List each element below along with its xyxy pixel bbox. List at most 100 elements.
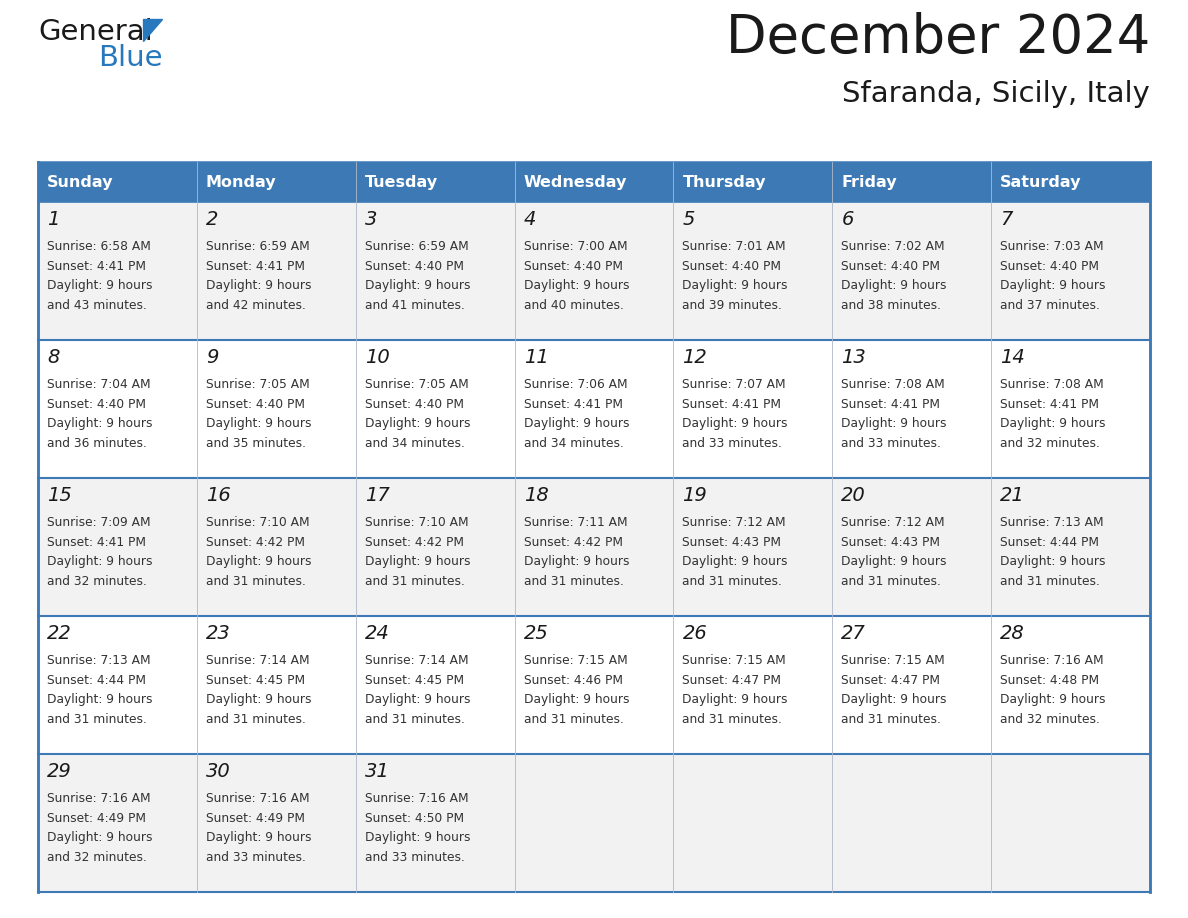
Text: and 31 minutes.: and 31 minutes.	[682, 713, 783, 726]
Text: 21: 21	[1000, 486, 1025, 505]
Text: Sunset: 4:42 PM: Sunset: 4:42 PM	[206, 536, 305, 549]
Text: and 32 minutes.: and 32 minutes.	[1000, 713, 1100, 726]
Text: Daylight: 9 hours: Daylight: 9 hours	[1000, 693, 1106, 707]
Bar	[38, 340, 1150, 478]
Text: and 31 minutes.: and 31 minutes.	[841, 575, 941, 588]
Text: Sunset: 4:43 PM: Sunset: 4:43 PM	[682, 536, 782, 549]
Text: and 32 minutes.: and 32 minutes.	[1000, 437, 1100, 450]
Text: and 33 minutes.: and 33 minutes.	[206, 851, 305, 864]
Text: Sunset: 4:47 PM: Sunset: 4:47 PM	[682, 674, 782, 687]
Text: Sunset: 4:49 PM: Sunset: 4:49 PM	[48, 812, 146, 825]
Text: Sunset: 4:44 PM: Sunset: 4:44 PM	[1000, 536, 1099, 549]
Text: Daylight: 9 hours: Daylight: 9 hours	[682, 418, 788, 431]
Text: Daylight: 9 hours: Daylight: 9 hours	[1000, 418, 1106, 431]
Text: and 32 minutes.: and 32 minutes.	[48, 851, 147, 864]
Text: and 31 minutes.: and 31 minutes.	[365, 575, 465, 588]
Bar	[38, 616, 1150, 754]
Text: and 31 minutes.: and 31 minutes.	[206, 575, 305, 588]
Text: Sunset: 4:40 PM: Sunset: 4:40 PM	[365, 260, 463, 273]
Text: Sunset: 4:41 PM: Sunset: 4:41 PM	[524, 398, 623, 411]
Text: Daylight: 9 hours: Daylight: 9 hours	[206, 832, 311, 845]
Text: Sunset: 4:49 PM: Sunset: 4:49 PM	[206, 812, 305, 825]
Text: Sunrise: 7:01 AM: Sunrise: 7:01 AM	[682, 241, 786, 253]
Text: and 33 minutes.: and 33 minutes.	[682, 437, 783, 450]
Text: Sunset: 4:43 PM: Sunset: 4:43 PM	[841, 536, 940, 549]
Text: Sunset: 4:42 PM: Sunset: 4:42 PM	[365, 536, 463, 549]
Text: Sunset: 4:40 PM: Sunset: 4:40 PM	[48, 398, 146, 411]
Bar	[38, 478, 1150, 616]
Text: 7: 7	[1000, 210, 1012, 229]
Text: 23: 23	[206, 624, 230, 643]
Text: 26: 26	[682, 624, 707, 643]
Text: 19: 19	[682, 486, 707, 505]
Text: Sunrise: 7:12 AM: Sunrise: 7:12 AM	[841, 517, 944, 530]
Text: 1: 1	[48, 210, 59, 229]
Text: Daylight: 9 hours: Daylight: 9 hours	[48, 418, 152, 431]
Text: Daylight: 9 hours: Daylight: 9 hours	[48, 832, 152, 845]
Text: Sunset: 4:40 PM: Sunset: 4:40 PM	[682, 260, 782, 273]
Bar	[197, 162, 355, 202]
Text: Tuesday: Tuesday	[365, 174, 438, 189]
Text: 12: 12	[682, 348, 707, 367]
Text: Daylight: 9 hours: Daylight: 9 hours	[365, 832, 470, 845]
Text: Monday: Monday	[206, 174, 277, 189]
Text: Sunrise: 7:16 AM: Sunrise: 7:16 AM	[1000, 655, 1104, 667]
Text: Daylight: 9 hours: Daylight: 9 hours	[841, 279, 947, 293]
Text: and 38 minutes.: and 38 minutes.	[841, 299, 941, 312]
Bar	[38, 202, 1150, 340]
Text: 2: 2	[206, 210, 219, 229]
Text: and 36 minutes.: and 36 minutes.	[48, 437, 147, 450]
Text: and 33 minutes.: and 33 minutes.	[365, 851, 465, 864]
Text: Sunset: 4:41 PM: Sunset: 4:41 PM	[206, 260, 305, 273]
Text: Sunset: 4:45 PM: Sunset: 4:45 PM	[206, 674, 305, 687]
Text: General: General	[38, 18, 153, 46]
Text: Sfaranda, Sicily, Italy: Sfaranda, Sicily, Italy	[842, 80, 1150, 108]
Text: 17: 17	[365, 486, 390, 505]
Text: Sunrise: 7:04 AM: Sunrise: 7:04 AM	[48, 378, 151, 391]
Text: and 31 minutes.: and 31 minutes.	[48, 713, 147, 726]
Text: and 31 minutes.: and 31 minutes.	[524, 575, 624, 588]
Text: Sunrise: 6:58 AM: Sunrise: 6:58 AM	[48, 241, 151, 253]
Bar	[355, 162, 514, 202]
Text: and 35 minutes.: and 35 minutes.	[206, 437, 305, 450]
Text: 4: 4	[524, 210, 536, 229]
Text: Sunset: 4:48 PM: Sunset: 4:48 PM	[1000, 674, 1099, 687]
Text: Sunset: 4:40 PM: Sunset: 4:40 PM	[524, 260, 623, 273]
Text: Sunrise: 7:16 AM: Sunrise: 7:16 AM	[206, 792, 310, 805]
Text: Sunrise: 6:59 AM: Sunrise: 6:59 AM	[206, 241, 310, 253]
Bar	[38, 754, 1150, 892]
Text: Daylight: 9 hours: Daylight: 9 hours	[206, 279, 311, 293]
Text: Sunrise: 7:08 AM: Sunrise: 7:08 AM	[841, 378, 944, 391]
Text: 31: 31	[365, 762, 390, 781]
Text: Daylight: 9 hours: Daylight: 9 hours	[524, 418, 630, 431]
Text: Daylight: 9 hours: Daylight: 9 hours	[48, 555, 152, 568]
Text: Daylight: 9 hours: Daylight: 9 hours	[524, 693, 630, 707]
Text: Thursday: Thursday	[682, 174, 766, 189]
Text: Daylight: 9 hours: Daylight: 9 hours	[365, 555, 470, 568]
Text: and 31 minutes.: and 31 minutes.	[206, 713, 305, 726]
Text: Sunset: 4:44 PM: Sunset: 4:44 PM	[48, 674, 146, 687]
Text: Daylight: 9 hours: Daylight: 9 hours	[682, 555, 788, 568]
Text: Friday: Friday	[841, 174, 897, 189]
Text: Daylight: 9 hours: Daylight: 9 hours	[524, 555, 630, 568]
Text: Sunrise: 7:03 AM: Sunrise: 7:03 AM	[1000, 241, 1104, 253]
Text: Sunset: 4:40 PM: Sunset: 4:40 PM	[841, 260, 940, 273]
Text: Sunrise: 7:13 AM: Sunrise: 7:13 AM	[1000, 517, 1104, 530]
Text: and 31 minutes.: and 31 minutes.	[841, 713, 941, 726]
Text: 28: 28	[1000, 624, 1025, 643]
Text: 14: 14	[1000, 348, 1025, 367]
Text: Daylight: 9 hours: Daylight: 9 hours	[365, 279, 470, 293]
Text: 24: 24	[365, 624, 390, 643]
Text: Daylight: 9 hours: Daylight: 9 hours	[682, 693, 788, 707]
Text: Daylight: 9 hours: Daylight: 9 hours	[841, 418, 947, 431]
Text: Sunset: 4:40 PM: Sunset: 4:40 PM	[206, 398, 305, 411]
Text: Sunrise: 7:13 AM: Sunrise: 7:13 AM	[48, 655, 151, 667]
Text: Sunset: 4:40 PM: Sunset: 4:40 PM	[365, 398, 463, 411]
Text: 22: 22	[48, 624, 71, 643]
Text: Sunrise: 7:02 AM: Sunrise: 7:02 AM	[841, 241, 944, 253]
Text: 25: 25	[524, 624, 549, 643]
Text: Sunset: 4:41 PM: Sunset: 4:41 PM	[841, 398, 940, 411]
Bar	[674, 162, 833, 202]
Text: Sunday: Sunday	[48, 174, 114, 189]
Text: 3: 3	[365, 210, 377, 229]
